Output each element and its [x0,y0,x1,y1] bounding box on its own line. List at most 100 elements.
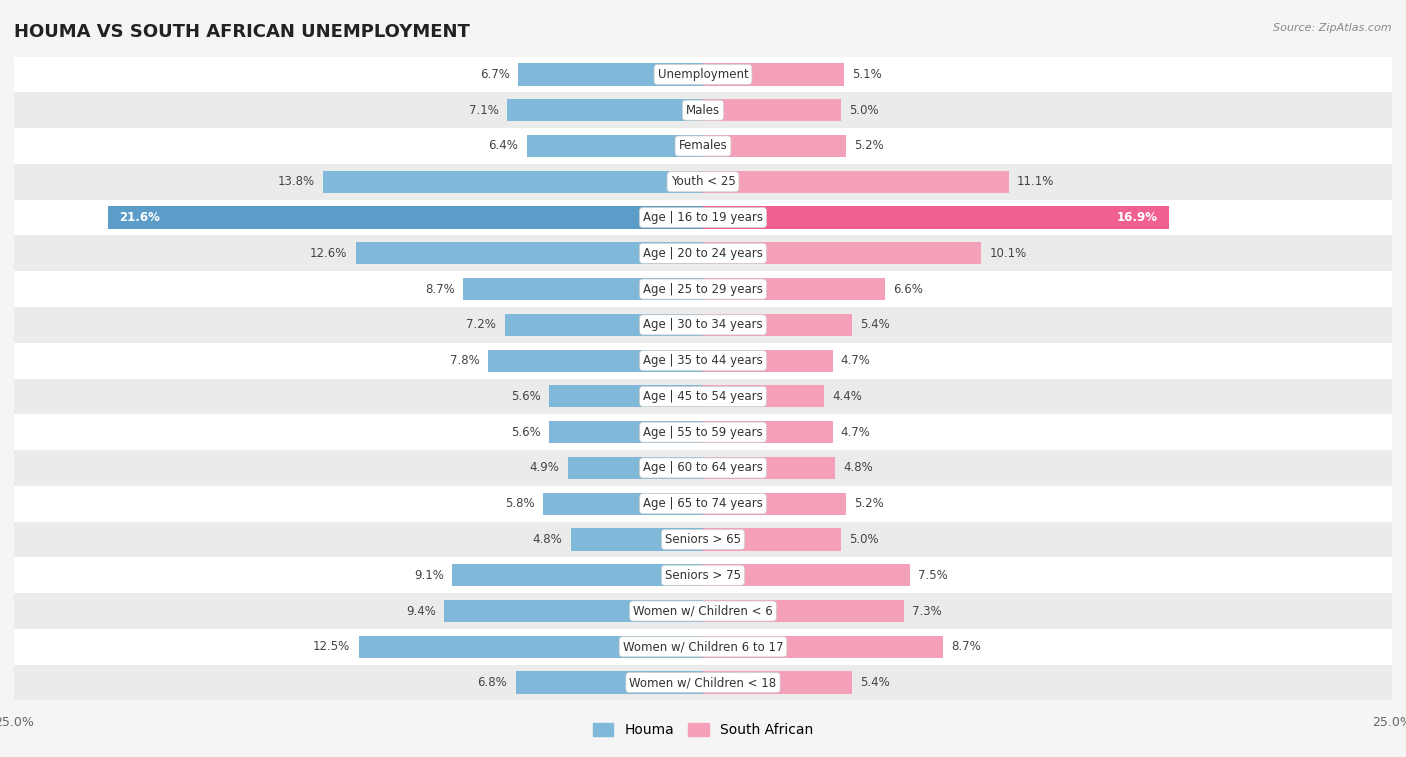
Text: Age | 30 to 34 years: Age | 30 to 34 years [643,319,763,332]
Bar [703,278,884,301]
Text: 5.8%: 5.8% [505,497,534,510]
Bar [703,64,844,86]
Text: 6.4%: 6.4% [488,139,519,152]
Text: 7.5%: 7.5% [918,569,948,581]
Text: Age | 35 to 44 years: Age | 35 to 44 years [643,354,763,367]
Bar [703,564,910,587]
Text: 12.6%: 12.6% [311,247,347,260]
Text: 5.4%: 5.4% [860,319,890,332]
Bar [703,421,832,444]
Bar [359,636,703,658]
Bar [703,456,835,479]
Bar [703,636,943,658]
Bar [463,278,703,301]
Bar [14,92,1392,128]
Text: 5.4%: 5.4% [860,676,890,689]
Text: Age | 45 to 54 years: Age | 45 to 54 years [643,390,763,403]
Bar [14,235,1392,271]
Bar [703,493,846,515]
Text: 12.5%: 12.5% [314,640,350,653]
Bar [14,414,1392,450]
Bar [516,671,703,693]
Bar [453,564,703,587]
Bar [703,207,1168,229]
Text: 21.6%: 21.6% [118,211,160,224]
Bar [356,242,703,264]
Text: 5.0%: 5.0% [849,104,879,117]
Bar [14,164,1392,200]
Bar [108,207,703,229]
Text: Women w/ Children < 18: Women w/ Children < 18 [630,676,776,689]
Bar [14,557,1392,593]
Text: Seniors > 65: Seniors > 65 [665,533,741,546]
Bar [548,385,703,407]
Text: Age | 20 to 24 years: Age | 20 to 24 years [643,247,763,260]
Text: 4.7%: 4.7% [841,425,870,438]
Text: 5.0%: 5.0% [849,533,879,546]
Bar [703,385,824,407]
Text: Source: ZipAtlas.com: Source: ZipAtlas.com [1274,23,1392,33]
Text: Age | 25 to 29 years: Age | 25 to 29 years [643,282,763,295]
Text: 7.8%: 7.8% [450,354,479,367]
Text: Age | 16 to 19 years: Age | 16 to 19 years [643,211,763,224]
Bar [703,313,852,336]
Bar [568,456,703,479]
Text: 4.7%: 4.7% [841,354,870,367]
Text: 5.2%: 5.2% [855,497,884,510]
Bar [703,170,1010,193]
Text: 11.1%: 11.1% [1017,176,1054,188]
Bar [543,493,703,515]
Text: 4.8%: 4.8% [844,462,873,475]
Bar [508,99,703,121]
Text: 5.2%: 5.2% [855,139,884,152]
Bar [14,343,1392,378]
Text: 6.8%: 6.8% [478,676,508,689]
Bar [703,671,852,693]
Bar [703,350,832,372]
Bar [703,600,904,622]
Bar [14,486,1392,522]
Text: 4.8%: 4.8% [533,533,562,546]
Text: 5.6%: 5.6% [510,390,540,403]
Text: 10.1%: 10.1% [990,247,1026,260]
Text: HOUMA VS SOUTH AFRICAN UNEMPLOYMENT: HOUMA VS SOUTH AFRICAN UNEMPLOYMENT [14,23,470,41]
Bar [14,522,1392,557]
Text: Age | 60 to 64 years: Age | 60 to 64 years [643,462,763,475]
Text: Unemployment: Unemployment [658,68,748,81]
Bar [548,421,703,444]
Text: 4.4%: 4.4% [832,390,862,403]
Bar [527,135,703,157]
Text: 4.9%: 4.9% [530,462,560,475]
Text: 6.6%: 6.6% [893,282,922,295]
Legend: Houma, South African: Houma, South African [588,718,818,743]
Bar [14,128,1392,164]
Bar [488,350,703,372]
Bar [14,57,1392,92]
Text: 5.6%: 5.6% [510,425,540,438]
Text: 9.4%: 9.4% [406,605,436,618]
Text: 8.7%: 8.7% [950,640,981,653]
Text: Age | 65 to 74 years: Age | 65 to 74 years [643,497,763,510]
Text: 7.3%: 7.3% [912,605,942,618]
Text: 7.2%: 7.2% [467,319,496,332]
Bar [14,450,1392,486]
Bar [323,170,703,193]
Text: Males: Males [686,104,720,117]
Bar [703,528,841,550]
Bar [444,600,703,622]
Bar [519,64,703,86]
Text: Women w/ Children < 6: Women w/ Children < 6 [633,605,773,618]
Bar [14,378,1392,414]
Text: 7.1%: 7.1% [470,104,499,117]
Bar [14,629,1392,665]
Bar [14,665,1392,700]
Text: Seniors > 75: Seniors > 75 [665,569,741,581]
Bar [14,200,1392,235]
Text: 16.9%: 16.9% [1116,211,1157,224]
Text: 8.7%: 8.7% [425,282,456,295]
Bar [703,99,841,121]
Text: Age | 55 to 59 years: Age | 55 to 59 years [643,425,763,438]
Bar [14,271,1392,307]
Text: Women w/ Children 6 to 17: Women w/ Children 6 to 17 [623,640,783,653]
Bar [14,307,1392,343]
